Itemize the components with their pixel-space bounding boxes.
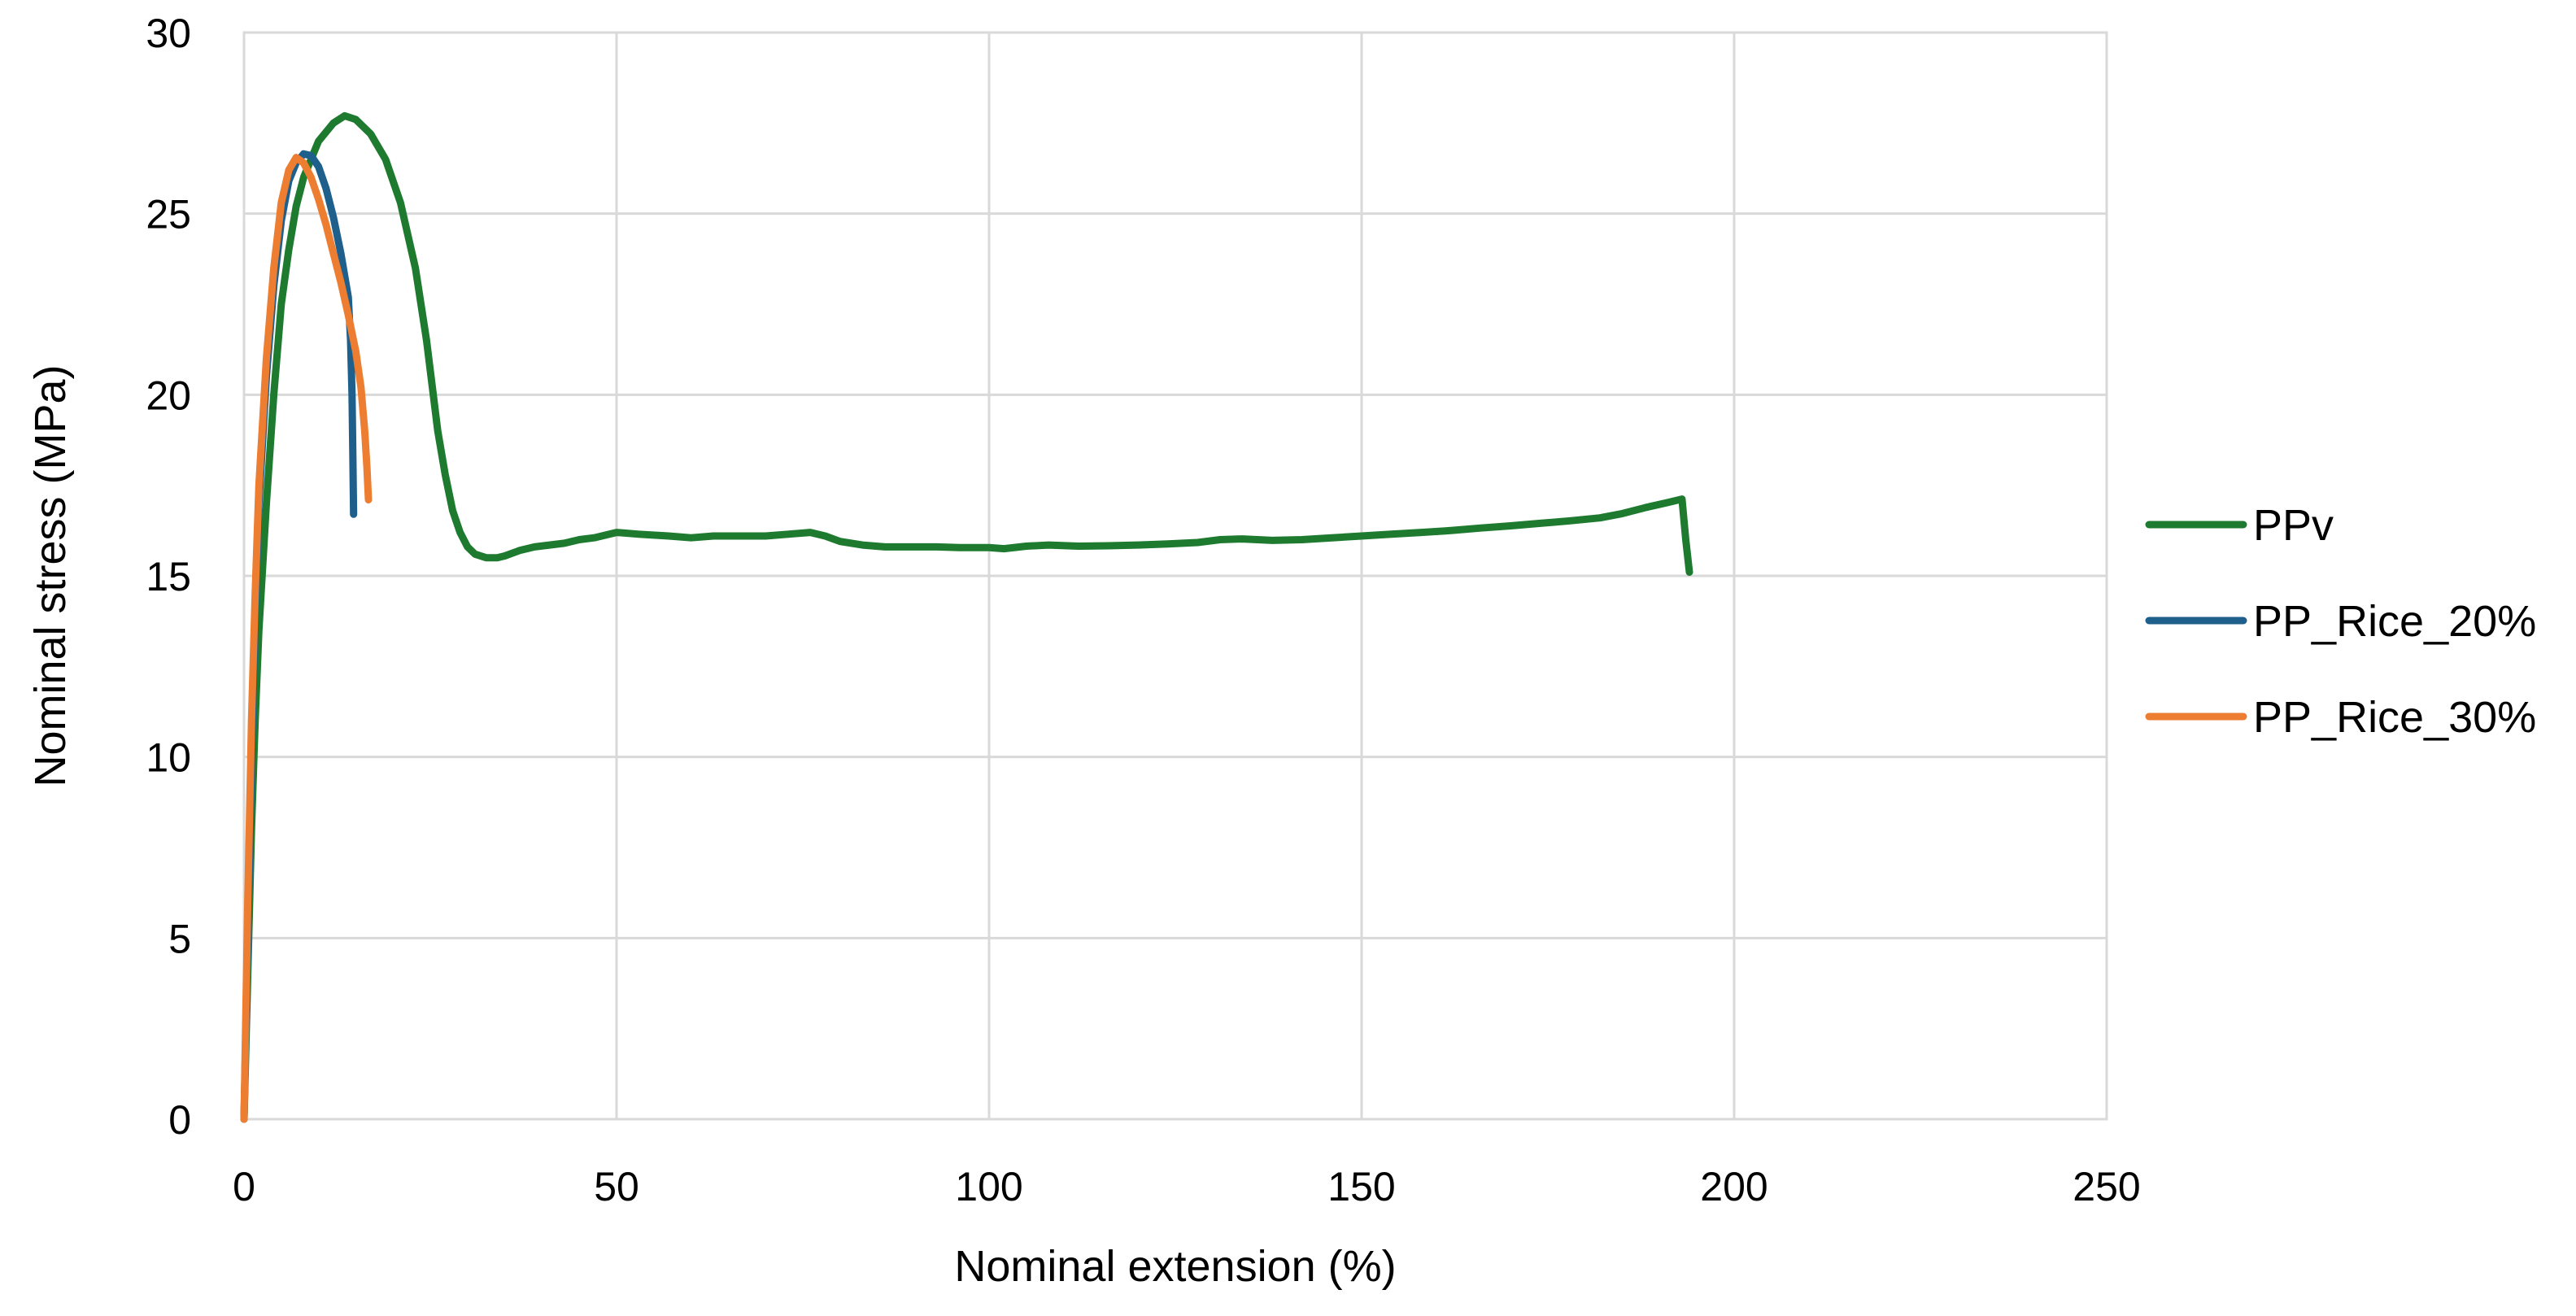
- x-tick-label: 250: [2073, 1164, 2140, 1209]
- x-tick-label: 50: [594, 1164, 639, 1209]
- legend-label: PP_Rice_20%: [2253, 597, 2536, 646]
- x-axis-ticks: 0 50 100 150 200 250: [233, 1164, 2141, 1209]
- legend-label: PPv: [2253, 501, 2334, 550]
- y-tick-label: 5: [168, 916, 191, 961]
- gridlines: [242, 31, 2108, 1121]
- series-line-pp-rice-30: [240, 154, 373, 1123]
- x-tick-label: 100: [955, 1164, 1022, 1209]
- y-tick-label: 25: [146, 192, 191, 237]
- y-tick-label: 30: [146, 11, 191, 56]
- y-tick-label: 10: [146, 735, 191, 781]
- y-tick-label: 0: [168, 1097, 191, 1143]
- x-tick-label: 150: [1327, 1164, 1395, 1209]
- legend-label: PP_Rice_30%: [2253, 693, 2536, 742]
- series-lines: [240, 111, 1693, 1123]
- legend: PPv PP_Rice_20% PP_Rice_30%: [2145, 501, 2536, 742]
- x-axis-title: Nominal extension (%): [954, 1242, 1396, 1291]
- x-tick-label: 200: [1700, 1164, 1767, 1209]
- y-tick-label: 15: [146, 554, 191, 599]
- y-tick-label: 20: [146, 373, 191, 418]
- plot-area-frame: [242, 31, 2108, 1121]
- y-axis-ticks: 0 5 10 15 20 25 30: [146, 11, 191, 1143]
- series-line-ppv: [240, 111, 1693, 1123]
- x-tick-label: 0: [233, 1164, 255, 1209]
- y-axis-title: Nominal stress (MPa): [26, 364, 75, 787]
